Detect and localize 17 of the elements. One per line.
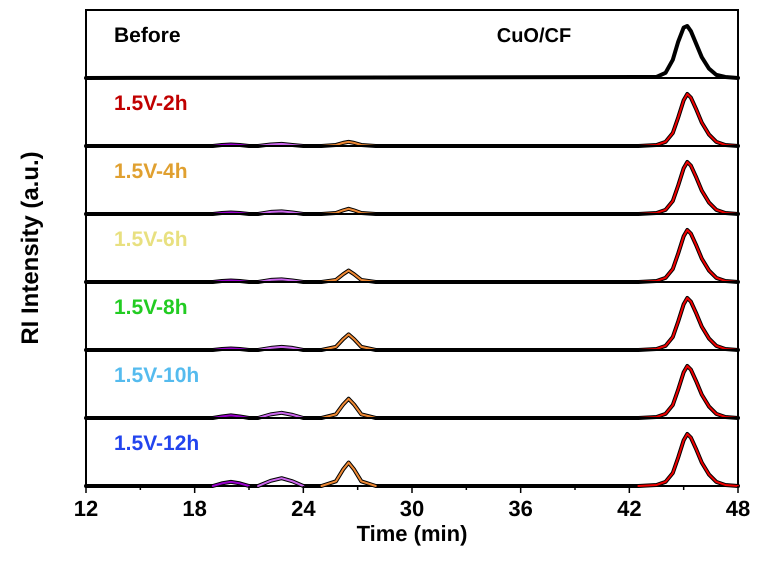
x-tick-label: 36: [508, 496, 533, 521]
x-axis-title: Time (min): [356, 521, 468, 546]
x-tick-label: 48: [726, 496, 750, 521]
chart-title: 1.5V-2h: [114, 92, 188, 115]
chart-title: 1.5V-10h: [114, 364, 200, 387]
annotation: CuO/CF: [496, 25, 572, 47]
x-tick-label: 30: [400, 496, 424, 521]
y-axis-title: RI Intensity (a.u.): [17, 151, 44, 345]
chart-title: 1.5V-12h: [114, 432, 200, 455]
chart-title: 1.5V-8h: [114, 296, 188, 319]
x-tick-label: 18: [182, 496, 207, 521]
chart-title: 1.5V-6h: [114, 228, 188, 251]
chart-title: Before: [114, 24, 181, 47]
chart-title: 1.5V-4h: [114, 160, 188, 183]
x-tick-label: 12: [74, 496, 98, 521]
x-tick-label: 42: [617, 496, 642, 521]
x-tick-label: 24: [291, 496, 316, 521]
